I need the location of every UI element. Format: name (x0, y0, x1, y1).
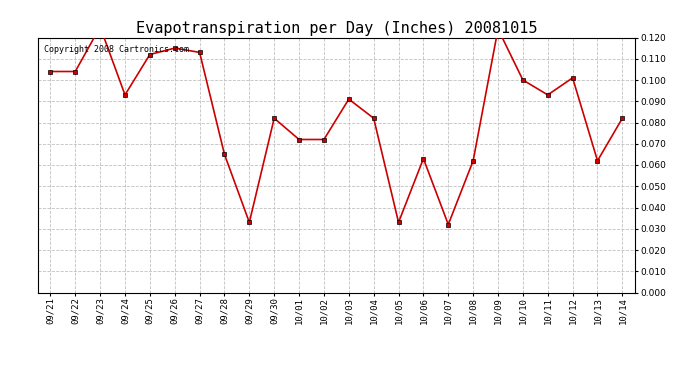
Title: Evapotranspiration per Day (Inches) 20081015: Evapotranspiration per Day (Inches) 2008… (136, 21, 537, 36)
Text: Copyright 2008 Cartronics.com: Copyright 2008 Cartronics.com (44, 45, 189, 54)
